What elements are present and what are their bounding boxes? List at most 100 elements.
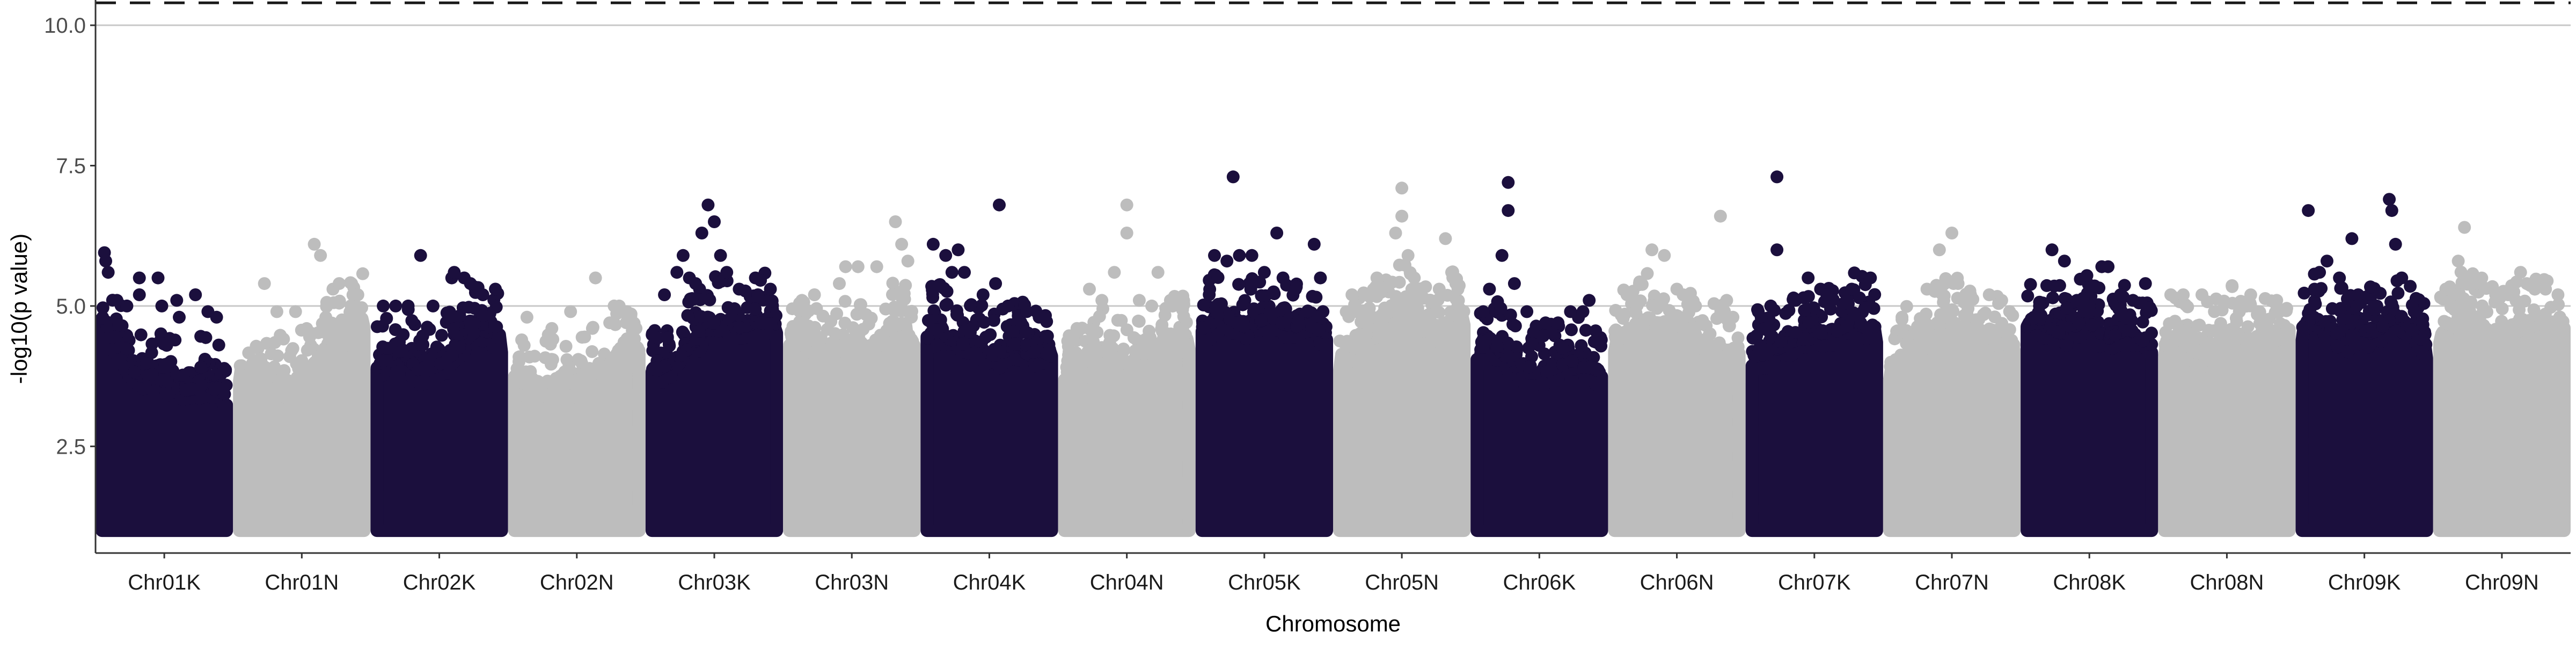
snp-point <box>1510 340 1523 353</box>
snp-point <box>561 376 575 389</box>
snp-point <box>560 353 574 366</box>
peak-point <box>1714 209 1727 223</box>
snp-point <box>1019 325 1033 338</box>
peak-point <box>2345 232 2359 245</box>
snp-point <box>1858 301 1872 314</box>
snp-point <box>559 340 573 353</box>
peak-point <box>377 299 390 312</box>
snp-point <box>894 303 907 316</box>
snp-point <box>128 365 141 379</box>
peak-point <box>520 310 533 324</box>
peak-point <box>851 260 865 273</box>
snp-point <box>434 357 447 370</box>
snp-point <box>1556 358 1569 372</box>
snp-point <box>886 277 899 290</box>
peak-point <box>151 271 165 285</box>
snp-point <box>1897 348 1910 362</box>
snp-point <box>545 353 558 366</box>
peak-point <box>833 277 846 290</box>
snp-point <box>1592 336 1605 349</box>
y-tick-label: 7.5 <box>56 154 86 178</box>
peak-point <box>1677 288 1690 301</box>
snp-point <box>1111 314 1124 327</box>
snp-point <box>693 324 706 338</box>
peak-point <box>701 198 715 212</box>
peak-point <box>1445 266 1458 279</box>
snp-point <box>575 331 589 344</box>
snp-point <box>2193 331 2206 345</box>
peak-point <box>2102 260 2115 273</box>
snp-point <box>2451 315 2464 328</box>
snp-point <box>1814 326 1828 340</box>
snp-point <box>383 341 396 355</box>
snp-point <box>2476 299 2489 312</box>
snp-point <box>2364 280 2377 294</box>
x-tick-label: Chr04K <box>953 571 1026 594</box>
peak-point <box>1145 299 1159 312</box>
snp-point <box>1565 354 1579 368</box>
peak-point <box>1820 288 1833 301</box>
peak-point <box>1483 282 1496 296</box>
snp-point <box>824 315 838 328</box>
snp-point <box>990 343 1003 357</box>
peak-point <box>99 255 112 268</box>
snp-point <box>1203 288 1216 301</box>
chromosome-Chr01N <box>233 237 371 537</box>
snp-point <box>515 333 529 346</box>
snp-point <box>295 354 309 367</box>
snp-point <box>546 333 560 346</box>
peak-point <box>345 277 358 290</box>
snp-point <box>1911 338 1924 351</box>
data-points <box>96 170 2571 537</box>
snp-point <box>443 306 456 319</box>
snp-point <box>1939 272 1952 285</box>
snp-point <box>110 329 123 343</box>
snp-point <box>874 337 888 351</box>
peak-point <box>351 288 364 301</box>
snp-point <box>2391 286 2405 300</box>
peak-point <box>133 288 146 301</box>
peak-point <box>2083 299 2096 312</box>
x-tick-label: Chr02N <box>540 571 614 594</box>
peak-point <box>2126 294 2140 307</box>
snp-point <box>2471 317 2485 331</box>
peak-point <box>589 271 602 285</box>
snp-point <box>1309 290 1323 304</box>
x-tick-label: Chr06K <box>1503 571 1576 594</box>
snp-point <box>2384 295 2397 309</box>
snp-point <box>2241 320 2255 333</box>
peak-point <box>1789 294 1802 307</box>
snp-point <box>1450 293 1463 306</box>
snp-point <box>2485 325 2499 339</box>
snp-point <box>926 283 939 297</box>
peak-point <box>314 249 327 262</box>
chromosome-Chr08N <box>2158 279 2296 537</box>
peak-point <box>1408 271 1421 285</box>
peak-point <box>1370 271 1384 285</box>
snp-point <box>1896 325 1909 339</box>
snp-point <box>956 337 970 351</box>
snp-point <box>323 332 336 345</box>
snp-point <box>1959 321 1973 334</box>
snp-point <box>1278 301 1291 315</box>
peak-point <box>2439 282 2453 296</box>
snp-point <box>1940 306 1953 319</box>
snp-point <box>1027 346 1040 359</box>
snp-point <box>586 345 599 358</box>
snp-point <box>492 331 505 344</box>
snp-point <box>1802 290 1815 303</box>
snp-point <box>2108 329 2121 342</box>
chromosome-Chr09K <box>2295 193 2433 537</box>
snp-point <box>1348 298 1362 311</box>
snp-point <box>859 308 873 321</box>
snp-point <box>2202 324 2215 337</box>
peak-point <box>608 299 621 312</box>
snp-point <box>96 311 109 325</box>
snp-point <box>937 282 950 295</box>
snp-point <box>2416 318 2429 331</box>
peak-point <box>1552 316 1565 330</box>
snp-point <box>1043 343 1056 356</box>
dense-region <box>783 319 921 537</box>
peak-point <box>2045 243 2059 257</box>
peak-point <box>2458 221 2471 234</box>
